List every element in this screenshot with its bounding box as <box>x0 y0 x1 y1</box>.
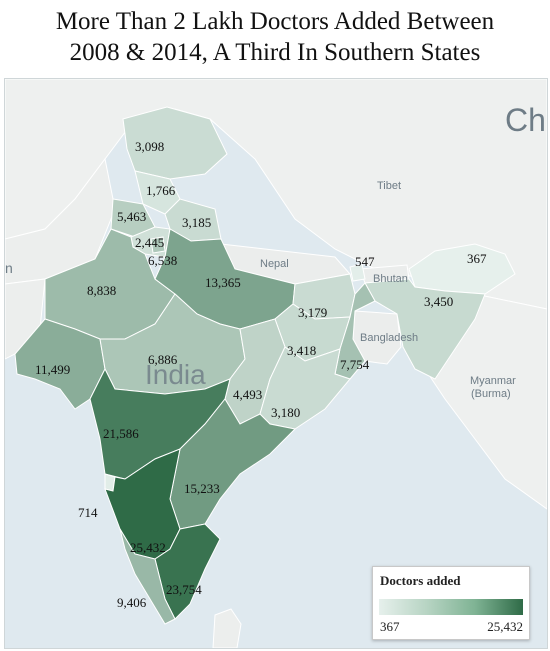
legend-title: Doctors added <box>380 573 461 588</box>
value-label-karnataka: 25,432 <box>130 540 166 555</box>
value-label-odisha: 3,180 <box>271 405 300 420</box>
legend-max-label: 25,432 <box>487 619 523 634</box>
value-label-kerala: 9,406 <box>117 595 147 610</box>
value-label-uttar-pradesh: 13,365 <box>205 275 241 290</box>
tibet-label: Tibet <box>377 180 401 192</box>
value-label-goa: 714 <box>78 505 98 520</box>
value-label-haryana: 2,445 <box>135 235 164 250</box>
map-title-line2: 2008 & 2014, A Third In Southern States <box>69 39 481 66</box>
legend-min-label: 367 <box>380 619 400 634</box>
legend-gradient-bar <box>379 599 523 615</box>
value-label-andhra-pradesh: 15,233 <box>184 481 220 496</box>
state-jammu-kashmir[interactable] <box>122 106 228 180</box>
sri-lanka-land <box>212 608 242 648</box>
map-canvas[interactable]: Ch Tibet Nepal Bhutan Bangladesh India M… <box>4 78 548 649</box>
map-svg[interactable]: Ch Tibet Nepal Bhutan Bangladesh India M… <box>5 79 547 648</box>
value-label-rajasthan: 8,838 <box>87 283 116 298</box>
china-label: Ch <box>505 102 546 138</box>
state-sikkim[interactable] <box>349 263 366 282</box>
value-label-jharkhand: 3,418 <box>287 343 316 358</box>
color-legend: Doctors added 367 25,432 <box>372 566 530 640</box>
value-label-punjab: 5,463 <box>117 209 146 224</box>
value-label-west-bengal: 7,754 <box>340 357 370 372</box>
map-title-line1: More Than 2 Lakh Doctors Added Between <box>55 8 495 35</box>
myanmar-sub-label: (Burma) <box>471 388 511 400</box>
value-label-maharashtra: 21,586 <box>103 426 139 441</box>
value-label-chhattisgarh: 4,493 <box>233 387 262 402</box>
nepal-label: Nepal <box>260 258 289 270</box>
value-label-sikkim: 547 <box>355 254 375 269</box>
value-label-himachal-pradesh: 1,766 <box>146 183 176 198</box>
state-odisha[interactable] <box>259 346 351 430</box>
bhutan-label: Bhutan <box>373 273 408 285</box>
value-label-assam-northeast: 3,450 <box>424 294 453 309</box>
left-edge-label: n <box>5 260 13 276</box>
state-delhi[interactable] <box>150 236 166 254</box>
value-label-gujarat: 11,499 <box>35 362 70 377</box>
value-label-tamil-nadu: 23,754 <box>166 582 202 597</box>
india-label: India <box>145 359 206 390</box>
value-label-arunachal-pradesh: 367 <box>467 251 487 266</box>
value-label-bihar: 3,179 <box>298 305 327 320</box>
map-title: More Than 2 Lakh Doctors Added Between 2… <box>0 6 550 68</box>
state-assam-northeast[interactable] <box>364 278 486 380</box>
state-kerala[interactable] <box>119 528 176 625</box>
bangladesh-label: Bangladesh <box>360 332 418 344</box>
value-label-uttarakhand: 3,185 <box>182 215 211 230</box>
value-label-madhya-pradesh: 6,886 <box>148 352 178 367</box>
india-states <box>14 106 516 625</box>
myanmar-label: Myanmar <box>470 375 516 387</box>
value-label-jammu-kashmir: 3,098 <box>135 139 164 154</box>
value-label-delhi: 6,538 <box>148 253 177 268</box>
